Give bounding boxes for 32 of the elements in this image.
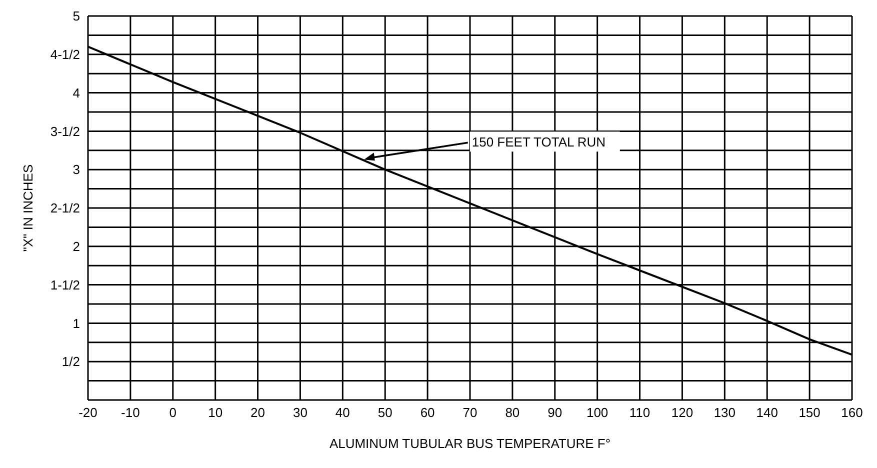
x-tick-label: 100 (586, 405, 608, 420)
x-tick-label: -10 (121, 405, 140, 420)
x-tick-label: 50 (378, 405, 392, 420)
y-tick-label: 1-1/2 (50, 277, 80, 292)
x-tick-label: 120 (671, 405, 694, 420)
x-tick-label: 0 (169, 405, 177, 420)
x-tick-label: 130 (714, 405, 736, 420)
y-tick-label: 4 (72, 85, 80, 100)
annotation: 150 FEET TOTAL RUN (472, 134, 606, 150)
x-tick-label: 30 (292, 405, 308, 420)
y-tick-label: 3 (72, 162, 80, 178)
x-tick-label: 90 (548, 405, 562, 420)
x-tick-label: 10 (208, 405, 223, 420)
x-tick-label: 150 (798, 405, 820, 420)
y-tick-label: 1 (72, 316, 80, 331)
x-tick-label: 70 (462, 405, 478, 420)
x-tick-label: 80 (505, 405, 520, 420)
y-tick-label: 2-1/2 (50, 200, 80, 216)
y-tick-label: 4-1/2 (50, 47, 80, 62)
y-tick-label: 2 (72, 239, 80, 254)
x-tick-label: 160 (841, 405, 863, 420)
y-tick-label: 3-1/2 (50, 124, 80, 139)
x-axis-title: ALUMINUM TUBULAR BUS TEMPERATURE F° (329, 436, 611, 451)
x-tick-label: 60 (420, 405, 435, 420)
y-tick-label: 1/2 (62, 354, 80, 370)
x-tick-label: -20 (78, 405, 98, 420)
x-tick-label: 110 (629, 405, 650, 420)
y-axis-title: "X" IN INCHES (20, 164, 36, 252)
x-tick-label: 140 (756, 405, 778, 420)
x-tick-label: 40 (335, 405, 350, 420)
x-tick-label: 20 (250, 405, 266, 420)
y-tick-label: 5 (72, 8, 80, 24)
